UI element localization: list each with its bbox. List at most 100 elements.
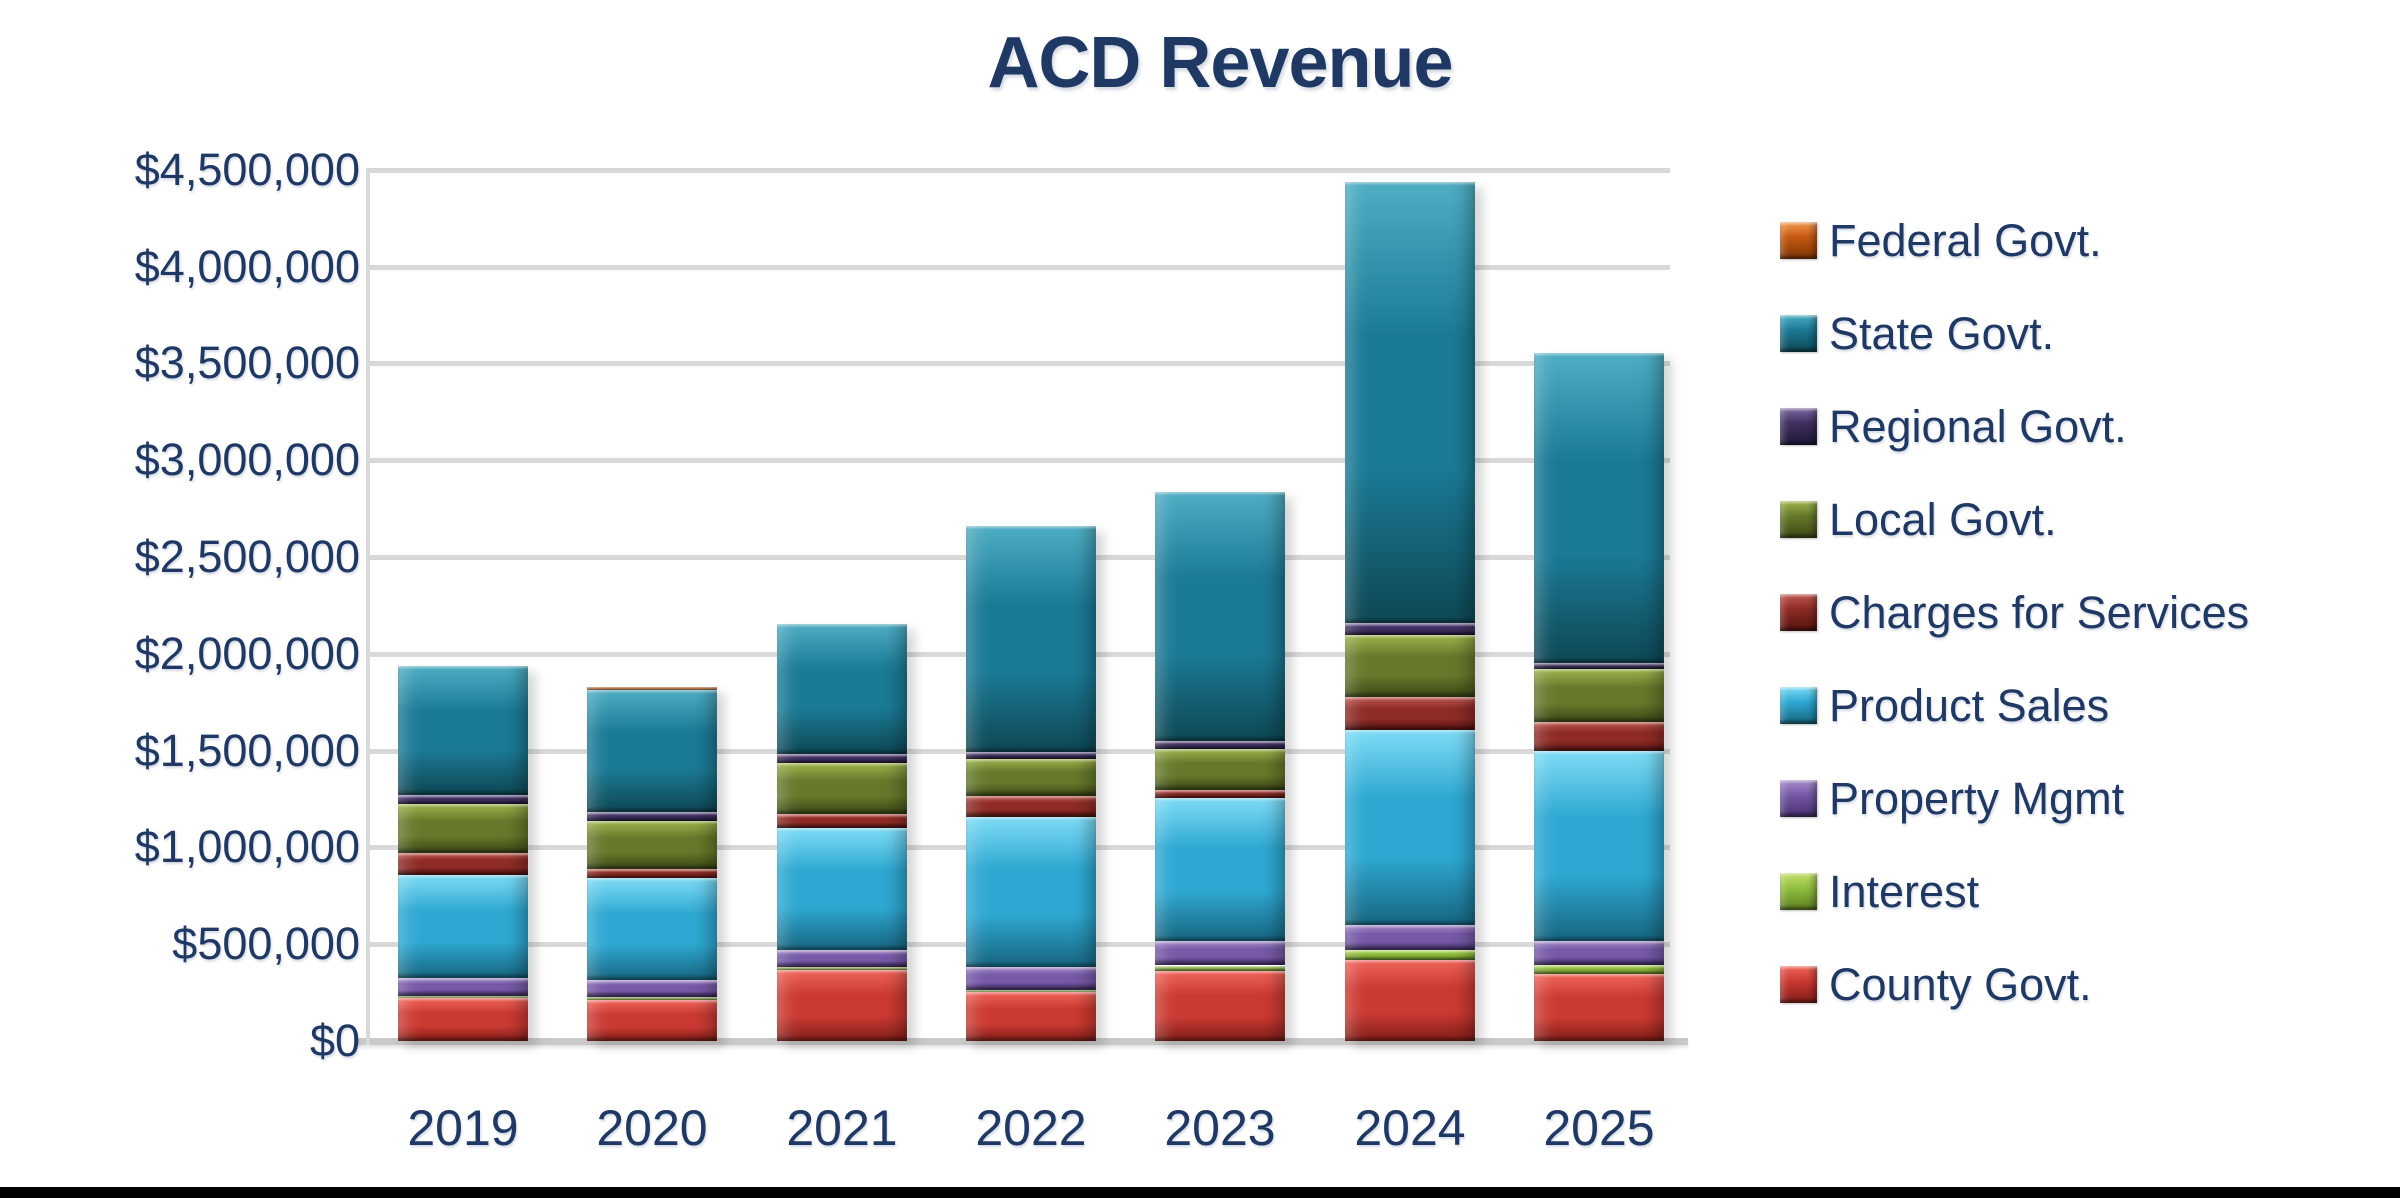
y-axis-tick-label: $4,500,000: [134, 143, 360, 195]
bar-segment-charges-for-services-2019: [398, 853, 528, 876]
x-axis-label-2020: 2020: [596, 1100, 708, 1156]
legend-swatch-federal-govt: [1780, 222, 1817, 259]
bar-segment-product-sales-2024: [1345, 730, 1475, 925]
gridline: [368, 361, 1670, 367]
legend-swatch-charges-for-services: [1780, 594, 1817, 631]
bar-segment-local-govt-2021: [777, 763, 907, 814]
gridline: [368, 167, 1670, 173]
gridline: [368, 458, 1670, 464]
bar-2020: [587, 686, 717, 1041]
bar-segment-charges-for-services-2025: [1534, 721, 1664, 751]
bar-segment-charges-for-services-2023: [1155, 790, 1285, 799]
bar-segment-state-govt-2022: [966, 526, 1096, 752]
y-axis-tick-label: $1,000,000: [134, 821, 360, 873]
bar-segment-local-govt-2022: [966, 759, 1096, 797]
legend-label-state-govt: State Govt.: [1829, 308, 2055, 359]
bar-segment-interest-2019: [398, 995, 528, 999]
bar-segment-state-govt-2019: [398, 666, 528, 796]
bar-segment-state-govt-2021: [777, 623, 907, 754]
bar-segment-charges-for-services-2022: [966, 796, 1096, 818]
x-axis-line: [358, 1038, 1688, 1045]
legend-label-property-mgmt: Property Mgmt: [1829, 773, 2125, 824]
bar-segment-county-govt-2021: [777, 970, 907, 1041]
bar-segment-interest-2022: [966, 989, 1096, 992]
bar-segment-county-govt-2019: [398, 998, 528, 1041]
bar-segment-regional-govt-2021: [777, 753, 907, 764]
legend-swatch-county-govt: [1780, 966, 1817, 1003]
legend-swatch-regional-govt: [1780, 408, 1817, 445]
bar-segment-regional-govt-2023: [1155, 740, 1285, 749]
bar-segment-property-mgmt-2022: [966, 967, 1096, 990]
x-axis-label-2024: 2024: [1354, 1100, 1466, 1156]
legend-label-county-govt: County Govt.: [1829, 959, 2092, 1010]
bar-segment-regional-govt-2022: [966, 751, 1096, 760]
bar-segment-interest-2020: [587, 997, 717, 1001]
bar-segment-interest-2025: [1534, 964, 1664, 975]
y-axis-tick-label: $2,500,000: [134, 531, 360, 582]
bar-segment-charges-for-services-2024: [1345, 697, 1475, 731]
bar-segment-local-govt-2025: [1534, 669, 1664, 722]
bar-segment-state-govt-2025: [1534, 352, 1664, 663]
bar-segment-product-sales-2021: [777, 828, 907, 950]
bar-segment-state-govt-2023: [1155, 492, 1285, 741]
bar-segment-product-sales-2025: [1534, 750, 1664, 942]
bar-segment-regional-govt-2020: [587, 811, 717, 822]
x-axis-label-2023: 2023: [1164, 1100, 1276, 1156]
bar-segment-local-govt-2024: [1345, 635, 1475, 698]
y-axis-tick-label: $0: [309, 1015, 360, 1066]
x-axis-label-2022: 2022: [975, 1100, 1087, 1156]
chart-title: ACD Revenue: [987, 23, 1453, 103]
legend-swatch-interest: [1780, 873, 1817, 910]
bar-segment-county-govt-2024: [1345, 959, 1475, 1041]
bar-segment-product-sales-2023: [1155, 798, 1285, 942]
bar-segment-property-mgmt-2025: [1534, 941, 1664, 965]
bar-segment-state-govt-2024: [1345, 182, 1475, 623]
legend-swatch-product-sales: [1780, 687, 1817, 724]
bar-segment-charges-for-services-2021: [777, 813, 907, 829]
y-axis-tick-label: $3,500,000: [134, 337, 360, 389]
bar-segment-charges-for-services-2020: [587, 868, 717, 879]
x-axis-label-2021: 2021: [786, 1100, 898, 1156]
y-axis-tick-label: $500,000: [172, 918, 360, 970]
bar-segment-regional-govt-2019: [398, 795, 528, 804]
bar-segment-county-govt-2023: [1155, 971, 1285, 1041]
legend-label-product-sales: Product Sales: [1829, 680, 2110, 731]
x-axis-label-2025: 2025: [1543, 1100, 1655, 1156]
y-axis-tick-label: $2,000,000: [134, 627, 360, 679]
y-axis-tick-label: $1,500,000: [134, 724, 360, 776]
bar-segment-federal-govt-2020: [587, 686, 717, 690]
bar-2025: [1534, 352, 1664, 1041]
bar-segment-interest-2024: [1345, 950, 1475, 960]
y-axis-line: [366, 168, 370, 1045]
y-axis-tick-label: $4,000,000: [134, 240, 360, 292]
bar-segment-product-sales-2020: [587, 878, 717, 981]
bottom-border: [0, 1187, 2400, 1198]
legend-label-federal-govt: Federal Govt.: [1829, 215, 2102, 266]
bar-segment-interest-2021: [777, 967, 907, 971]
bar-2023: [1155, 492, 1285, 1041]
bar-segment-property-mgmt-2024: [1345, 924, 1475, 950]
bar-segment-state-govt-2020: [587, 689, 717, 812]
legend-swatch-local-govt: [1780, 501, 1817, 538]
bar-segment-local-govt-2023: [1155, 748, 1285, 791]
bar-segment-regional-govt-2024: [1345, 622, 1475, 636]
bar-segment-local-govt-2020: [587, 821, 717, 869]
bar-segment-property-mgmt-2021: [777, 950, 907, 968]
bar-segment-property-mgmt-2020: [587, 980, 717, 998]
legend-label-local-govt: Local Govt.: [1829, 494, 2057, 545]
legend-label-regional-govt: Regional Govt.: [1829, 401, 2127, 452]
bar-segment-product-sales-2022: [966, 817, 1096, 968]
legend-label-interest: Interest: [1829, 866, 1980, 917]
bar-segment-regional-govt-2025: [1534, 662, 1664, 670]
bar-segment-county-govt-2020: [587, 1000, 717, 1041]
bar-segment-property-mgmt-2019: [398, 978, 528, 996]
bar-segment-product-sales-2019: [398, 875, 528, 979]
bar-segment-property-mgmt-2023: [1155, 941, 1285, 966]
y-axis-tick-label: $3,000,000: [134, 434, 360, 486]
bar-2022: [966, 526, 1096, 1041]
bar-segment-local-govt-2019: [398, 803, 528, 854]
legend-swatch-property-mgmt: [1780, 780, 1817, 817]
legend-label-charges-for-services: Charges for Services: [1829, 587, 2250, 638]
bar-2021: [777, 623, 907, 1041]
